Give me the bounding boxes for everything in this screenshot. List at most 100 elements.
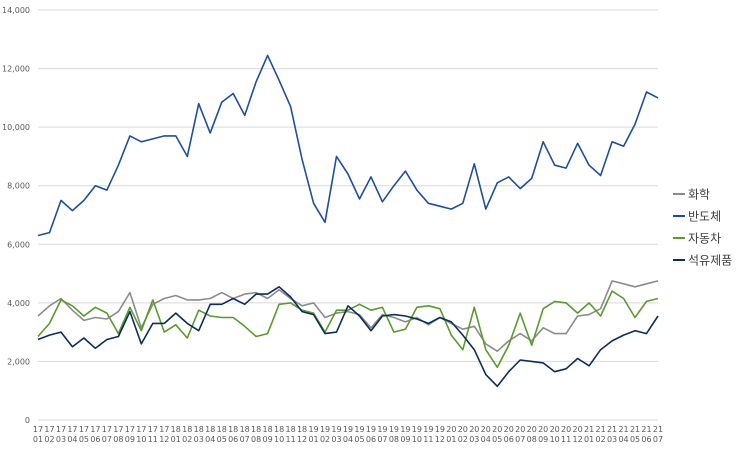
- x-tick-year: 19: [412, 425, 422, 434]
- y-tick-label: 10,000: [2, 123, 30, 132]
- x-tick-month: 02: [182, 435, 192, 444]
- x-tick-month: 05: [492, 435, 502, 444]
- x-tick-month: 12: [159, 435, 169, 444]
- x-tick-month: 08: [389, 435, 399, 444]
- y-tick-label: 4,000: [7, 299, 30, 308]
- x-tick-year: 18: [285, 425, 295, 434]
- x-tick-month: 11: [285, 435, 295, 444]
- y-tick-label: 12,000: [2, 65, 30, 74]
- x-tick-month: 03: [194, 435, 204, 444]
- x-tick-month: 01: [584, 435, 594, 444]
- x-tick-month: 12: [573, 435, 583, 444]
- x-tick-year: 18: [297, 425, 307, 434]
- x-tick-month: 02: [595, 435, 605, 444]
- x-tick-month: 04: [618, 435, 628, 444]
- x-tick-month: 02: [44, 435, 54, 444]
- x-tick-year: 21: [584, 425, 594, 434]
- x-tick-year: 20: [492, 425, 502, 434]
- x-tick-month: 11: [423, 435, 433, 444]
- x-tick-year: 18: [263, 425, 273, 434]
- series-line-3: [37, 290, 659, 369]
- y-tick-label: 0: [25, 416, 30, 425]
- legend-label: 반도체: [688, 210, 721, 224]
- x-tick-year: 20: [573, 425, 583, 434]
- x-tick-month: 01: [308, 435, 318, 444]
- x-tick-year: 17: [148, 425, 158, 434]
- x-tick-year: 21: [653, 425, 663, 434]
- x-tick-year: 19: [423, 425, 433, 434]
- x-tick-month: 05: [79, 435, 89, 444]
- x-tick-year: 17: [125, 425, 135, 434]
- x-tick-year: 17: [67, 425, 77, 434]
- series-line-2: [37, 54, 659, 237]
- x-tick-year: 20: [561, 425, 571, 434]
- series-line-4: [37, 285, 659, 388]
- x-tick-year: 20: [538, 425, 548, 434]
- x-tick-month: 06: [90, 435, 100, 444]
- x-tick-month: 11: [148, 435, 158, 444]
- x-tick-year: 18: [194, 425, 204, 434]
- x-tick-year: 21: [630, 425, 640, 434]
- x-tick-month: 02: [320, 435, 330, 444]
- series-line-1: [37, 280, 659, 353]
- x-tick-year: 21: [607, 425, 617, 434]
- x-tick-month: 10: [274, 435, 284, 444]
- x-tick-month: 09: [125, 435, 135, 444]
- x-tick-year: 19: [308, 425, 318, 434]
- x-tick-year: 18: [171, 425, 181, 434]
- y-tick-label: 14,000: [2, 6, 30, 15]
- gridlines: [38, 9, 658, 421]
- x-tick-year: 19: [400, 425, 410, 434]
- x-tick-year: 18: [217, 425, 227, 434]
- x-tick-month: 01: [171, 435, 181, 444]
- x-tick-month: 05: [354, 435, 364, 444]
- x-tick-year: 21: [595, 425, 605, 434]
- x-tick-year: 20: [504, 425, 514, 434]
- x-tick-year: 19: [354, 425, 364, 434]
- x-tick-month: 08: [251, 435, 261, 444]
- x-tick-year: 18: [240, 425, 250, 434]
- y-tick-label: 8,000: [7, 182, 30, 191]
- legend-label: 석유제품: [688, 254, 732, 268]
- x-tick-year: 19: [343, 425, 353, 434]
- x-tick-month: 04: [343, 435, 353, 444]
- x-tick-month: 10: [550, 435, 560, 444]
- x-tick-year: 17: [33, 425, 43, 434]
- x-tick-year: 20: [527, 425, 537, 434]
- x-tick-month: 08: [113, 435, 123, 444]
- x-tick-year: 20: [469, 425, 479, 434]
- x-tick-year: 20: [446, 425, 456, 434]
- x-tick-month: 07: [377, 435, 387, 444]
- x-tick-year: 20: [550, 425, 560, 434]
- x-tick-month: 09: [263, 435, 273, 444]
- x-tick-year: 17: [102, 425, 112, 434]
- x-tick-year: 19: [366, 425, 376, 434]
- x-tick-month: 09: [400, 435, 410, 444]
- x-tick-month: 07: [102, 435, 112, 444]
- x-tick-month: 03: [469, 435, 479, 444]
- x-tick-year: 17: [44, 425, 54, 434]
- x-tick-month: 05: [630, 435, 640, 444]
- x-tick-month: 10: [136, 435, 146, 444]
- y-tick-label: 6,000: [7, 240, 30, 249]
- x-tick-year: 18: [182, 425, 192, 434]
- x-tick-month: 04: [67, 435, 77, 444]
- x-tick-month: 08: [527, 435, 537, 444]
- x-tick-year: 18: [228, 425, 238, 434]
- x-tick-month: 04: [205, 435, 215, 444]
- x-tick-month: 03: [607, 435, 617, 444]
- x-tick-year: 19: [389, 425, 399, 434]
- legend-label: 화학: [688, 188, 710, 202]
- x-tick-year: 21: [618, 425, 628, 434]
- x-tick-month: 10: [412, 435, 422, 444]
- x-tick-year: 18: [251, 425, 261, 434]
- x-tick-year: 17: [136, 425, 146, 434]
- x-tick-month: 06: [504, 435, 514, 444]
- x-tick-year: 20: [458, 425, 468, 434]
- x-tick-year: 19: [331, 425, 341, 434]
- x-tick-month: 07: [515, 435, 525, 444]
- x-tick-month: 04: [481, 435, 491, 444]
- x-tick-month: 07: [240, 435, 250, 444]
